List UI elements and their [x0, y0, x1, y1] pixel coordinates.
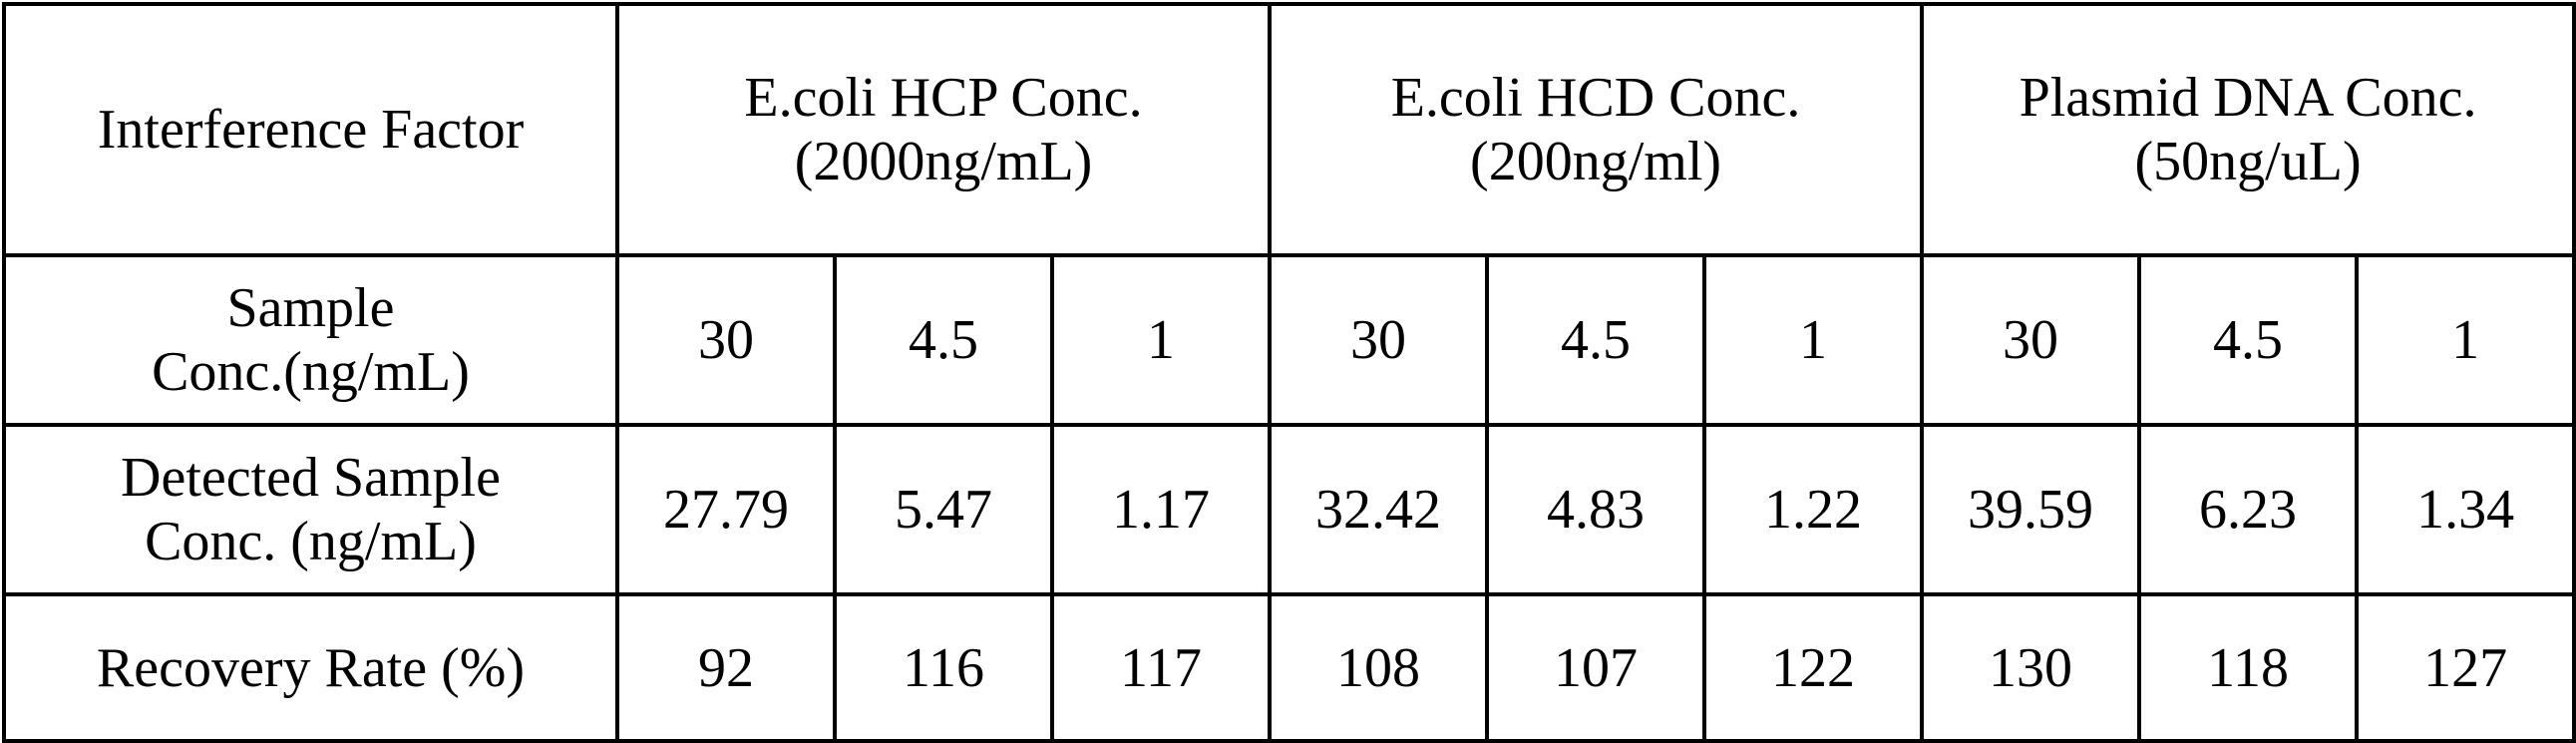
table-cell: 92	[615, 592, 837, 743]
group-title: E.coli HCP Conc.	[744, 67, 1143, 129]
row-label-line: Recovery Rate (%)	[96, 636, 526, 699]
group-title: Plasmid DNA Conc.	[2019, 67, 2477, 129]
group-header-plasmid: Plasmid DNA Conc. (50ng/uL)	[1920, 2, 2576, 257]
table-row-detected-conc: Detected Sample Conc. (ng/mL) 27.79 5.47…	[2, 423, 2576, 596]
table-cell: 1	[1049, 253, 1273, 427]
table-cell: 32.42	[1268, 423, 1490, 596]
table-cell: 108	[1268, 592, 1490, 743]
table-cell: 4.5	[2137, 253, 2360, 427]
row-label-cell: Recovery Rate (%)	[2, 592, 619, 743]
table-cell: 30	[1920, 253, 2142, 427]
table-cell: 1.34	[2355, 423, 2576, 596]
table-cell: 30	[615, 253, 837, 427]
group-unit: (2000ng/mL)	[794, 131, 1093, 192]
group-title: E.coli HCD Conc.	[1390, 67, 1801, 129]
table-cell: 117	[1049, 592, 1273, 743]
table-row-sample-conc: Sample Conc.(ng/mL) 30 4.5 1 30 4.5 1 30…	[2, 253, 2576, 427]
table-cell: 1	[2355, 253, 2576, 427]
table-cell: 130	[1920, 592, 2142, 743]
table-cell: 39.59	[1920, 423, 2142, 596]
table-cell: 116	[833, 592, 1054, 743]
table-cell: 5.47	[833, 423, 1054, 596]
table-cell: 4.5	[833, 253, 1054, 427]
table-cell: 30	[1268, 253, 1490, 427]
row-label-line: Conc. (ng/mL)	[145, 511, 477, 572]
group-header-hcp: E.coli HCP Conc. (2000ng/mL)	[614, 2, 1273, 257]
table-cell: 122	[1702, 592, 1925, 743]
corner-header-cell: Interference Factor	[2, 2, 619, 257]
group-unit: (50ng/uL)	[2134, 131, 2362, 192]
table-cell: 118	[2137, 592, 2360, 743]
corner-label: Interference Factor	[97, 99, 525, 161]
group-unit: (200ng/ml)	[1470, 131, 1722, 192]
row-label-cell: Detected Sample Conc. (ng/mL)	[2, 423, 619, 596]
table-row-recovery-rate: Recovery Rate (%) 92 116 117 108 107 122…	[2, 592, 2576, 743]
table-cell: 1.17	[1049, 423, 1273, 596]
table-cell: 107	[1485, 592, 1707, 743]
row-label-line: Sample	[226, 277, 395, 339]
row-label-line: Conc.(ng/mL)	[152, 341, 470, 403]
header-row: Interference Factor E.coli HCP Conc. (20…	[2, 2, 2576, 257]
table-cell: 4.83	[1485, 423, 1707, 596]
table-cell: 1.22	[1702, 423, 1925, 596]
row-label-cell: Sample Conc.(ng/mL)	[2, 253, 619, 427]
group-header-hcd: E.coli HCD Conc. (200ng/ml)	[1268, 2, 1925, 257]
table-cell: 127	[2355, 592, 2576, 743]
table-cell: 1	[1702, 253, 1925, 427]
table-cell: 4.5	[1485, 253, 1707, 427]
table-cell: 27.79	[615, 423, 837, 596]
row-label-line: Detected Sample	[121, 447, 501, 509]
table-cell: 6.23	[2137, 423, 2360, 596]
